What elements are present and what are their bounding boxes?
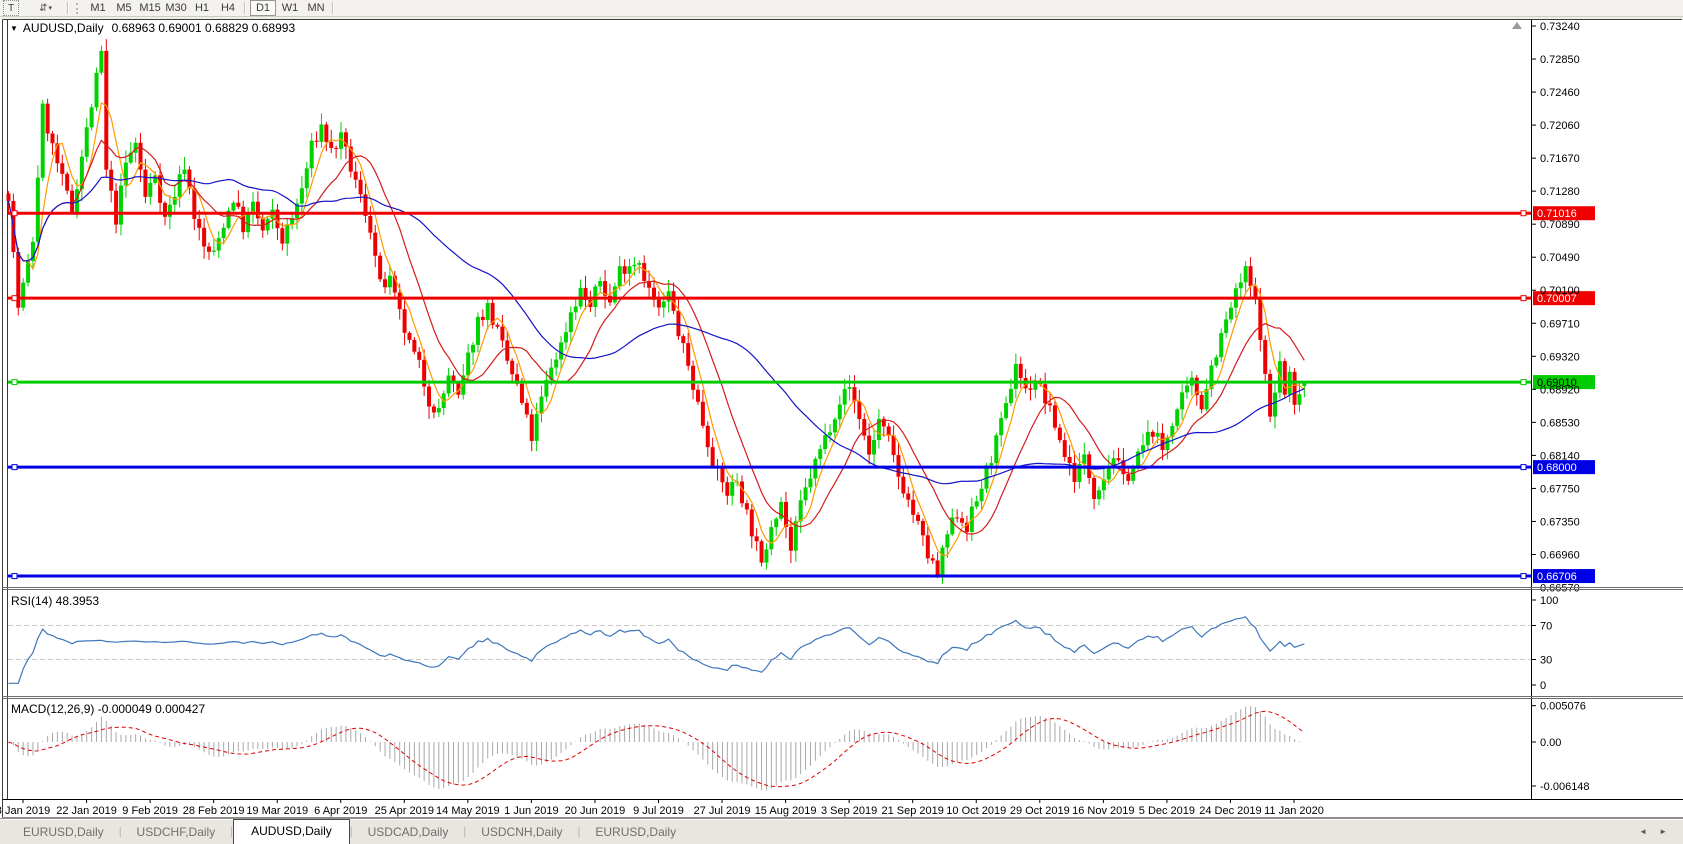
chart-shift-button[interactable]: ⇵ ▾ <box>33 1 64 15</box>
rsi-line <box>8 616 1305 684</box>
svg-text:20 Jun 2019: 20 Jun 2019 <box>565 805 626 817</box>
macd-signal-line <box>8 710 1305 788</box>
svg-text:19 Mar 2019: 19 Mar 2019 <box>246 805 308 817</box>
rsi-indicator-label: RSI(14) 48.3953 <box>11 594 100 608</box>
svg-text:10 Oct 2019: 10 Oct 2019 <box>946 805 1006 817</box>
svg-text:-0.006148: -0.006148 <box>1540 781 1590 793</box>
svg-text:1 Jun 2019: 1 Jun 2019 <box>504 805 558 817</box>
svg-text:0.005076: 0.005076 <box>1540 701 1586 713</box>
timeframe-button-M15[interactable]: M15 <box>139 2 161 14</box>
candles-group <box>6 39 1307 584</box>
tab-usdchf-daily[interactable]: USDCHF,Daily <box>136 825 216 839</box>
svg-text:0.70490: 0.70490 <box>1540 252 1580 264</box>
svg-text:16 Nov 2019: 16 Nov 2019 <box>1072 805 1134 817</box>
chevron-down-icon: ▾ <box>48 5 53 12</box>
svg-text:29 Oct 2019: 29 Oct 2019 <box>1010 805 1070 817</box>
svg-text:9 Feb 2019: 9 Feb 2019 <box>122 805 178 817</box>
svg-text:21 Sep 2019: 21 Sep 2019 <box>882 805 944 817</box>
toolbar-separator <box>244 2 247 14</box>
svg-text:3 Jan 2019: 3 Jan 2019 <box>0 805 50 817</box>
svg-text:0.71670: 0.71670 <box>1540 153 1580 165</box>
timeframe-button-MN[interactable]: MN <box>307 2 325 14</box>
chart-symbol-label: AUDUSD,Daily <box>22 21 104 35</box>
svg-text:0.68000: 0.68000 <box>1537 462 1577 474</box>
svg-text:0.70007: 0.70007 <box>1537 293 1577 305</box>
macd-histogram <box>12 706 1305 791</box>
tab-scroll-buttons: ◄ ► <box>1639 827 1667 844</box>
chart-ohlc-values: 0.68963 0.69001 0.68829 0.68993 <box>111 21 296 35</box>
timeframe-button-M1[interactable]: M1 <box>90 2 106 14</box>
tab-scroll-right-icon[interactable]: ► <box>1659 827 1667 836</box>
svg-text:0.69320: 0.69320 <box>1540 351 1580 363</box>
svg-text:0.70890: 0.70890 <box>1540 219 1580 231</box>
svg-text:9 Jul 2019: 9 Jul 2019 <box>633 805 684 817</box>
tab-usdcad-daily[interactable]: USDCAD,Daily <box>367 825 449 839</box>
svg-text:5 Dec 2019: 5 Dec 2019 <box>1139 805 1195 817</box>
svg-text:0.71280: 0.71280 <box>1540 186 1580 198</box>
toolbar-separator <box>332 2 335 14</box>
svg-text:0.67350: 0.67350 <box>1540 516 1580 528</box>
svg-text:25 Apr 2019: 25 Apr 2019 <box>375 805 434 817</box>
svg-text:15 Aug 2019: 15 Aug 2019 <box>755 805 817 817</box>
svg-text:22 Jan 2019: 22 Jan 2019 <box>56 805 117 817</box>
svg-text:30: 30 <box>1540 655 1552 667</box>
tab-eurusd-daily[interactable]: EURUSD,Daily <box>23 825 104 839</box>
svg-text:6 Apr 2019: 6 Apr 2019 <box>314 805 367 817</box>
svg-text:14 May 2019: 14 May 2019 <box>436 805 500 817</box>
svg-text:70: 70 <box>1540 621 1552 633</box>
tab-divider: | <box>349 826 353 838</box>
svg-text:0.69710: 0.69710 <box>1540 318 1580 330</box>
timeframe-button-H4[interactable]: H4 <box>220 2 236 14</box>
svg-text:100: 100 <box>1540 595 1558 607</box>
chart-tab-bar: EURUSD,Daily | USDCHF,Daily | AUDUSD,Daily | U… <box>0 818 1683 844</box>
tab-eurusd-daily[interactable]: EURUSD,Daily <box>595 825 677 839</box>
timeframe-button-D1[interactable]: D1 <box>250 0 277 16</box>
svg-text:3 Sep 2019: 3 Sep 2019 <box>821 805 877 817</box>
svg-text:24 Dec 2019: 24 Dec 2019 <box>1199 805 1261 817</box>
svg-text:0.71016: 0.71016 <box>1537 208 1577 220</box>
svg-text:0.68920: 0.68920 <box>1540 384 1580 396</box>
chart-title: ▼ AUDUSD,Daily 0.68963 0.69001 0.68829 0.6… <box>10 21 295 35</box>
collapse-arrow-icon[interactable]: ▼ <box>10 24 18 33</box>
svg-text:0.72460: 0.72460 <box>1540 87 1580 99</box>
svg-text:0.66570: 0.66570 <box>1540 583 1580 595</box>
text-tool-button[interactable]: T <box>3 0 20 16</box>
svg-text:0.69010: 0.69010 <box>1537 377 1577 389</box>
chart-window: 0.71016 0.70007 0.69010 0.68000 0.66706 0.732… <box>0 17 1683 818</box>
svg-text:0.72060: 0.72060 <box>1540 120 1580 132</box>
svg-text:0.66706: 0.66706 <box>1537 571 1577 583</box>
svg-text:0.68140: 0.68140 <box>1540 450 1580 462</box>
svg-text:27 Jul 2019: 27 Jul 2019 <box>694 805 751 817</box>
toolbar-separator <box>67 2 70 14</box>
svg-text:28 Feb 2019: 28 Feb 2019 <box>183 805 245 817</box>
svg-text:0.72850: 0.72850 <box>1540 54 1580 66</box>
tab-audusd-daily[interactable]: AUDUSD,Daily <box>233 819 350 844</box>
timeframe-button-H1[interactable]: H1 <box>194 2 210 14</box>
toolbar-grip[interactable] <box>76 2 81 14</box>
svg-text:0.73240: 0.73240 <box>1540 21 1580 33</box>
svg-text:0.67750: 0.67750 <box>1540 483 1580 495</box>
timeframe-button-group: M1 M5 M15 M30 H1 H4 D1 W1 MN <box>85 0 329 16</box>
tab-divider: | <box>463 826 467 838</box>
svg-text:0.00: 0.00 <box>1540 737 1561 749</box>
timeframe-button-M30[interactable]: M30 <box>165 2 187 14</box>
chart-tabs: EURUSD,Daily | USDCHF,Daily | AUDUSD,Daily | U… <box>0 819 691 844</box>
top-toolbar: T ⇵ ▾ M1 M5 M15 M30 H1 H4 D1 W1 MN <box>0 0 1683 17</box>
timeframe-button-M5[interactable]: M5 <box>116 2 132 14</box>
price-chart-canvas[interactable]: 0.71016 0.70007 0.69010 0.68000 0.66706 0.732… <box>0 17 1683 818</box>
shift-arrows-icon: ⇵ <box>39 2 47 14</box>
tab-divider: | <box>230 826 234 838</box>
svg-text:11 Jan 2020: 11 Jan 2020 <box>1264 805 1324 817</box>
svg-text:0.68530: 0.68530 <box>1540 417 1580 429</box>
tab-divider: | <box>577 826 581 838</box>
timeframe-button-W1[interactable]: W1 <box>281 2 299 14</box>
tab-scroll-left-icon[interactable]: ◄ <box>1639 827 1648 836</box>
svg-text:0.70100: 0.70100 <box>1540 285 1580 297</box>
svg-text:0.66960: 0.66960 <box>1540 549 1580 561</box>
tab-usdcnh-daily[interactable]: USDCNH,Daily <box>481 825 563 839</box>
svg-text:0: 0 <box>1540 680 1546 692</box>
tab-divider: | <box>118 826 122 838</box>
macd-indicator-label: MACD(12,26,9) -0.000049 0.000427 <box>11 702 206 716</box>
